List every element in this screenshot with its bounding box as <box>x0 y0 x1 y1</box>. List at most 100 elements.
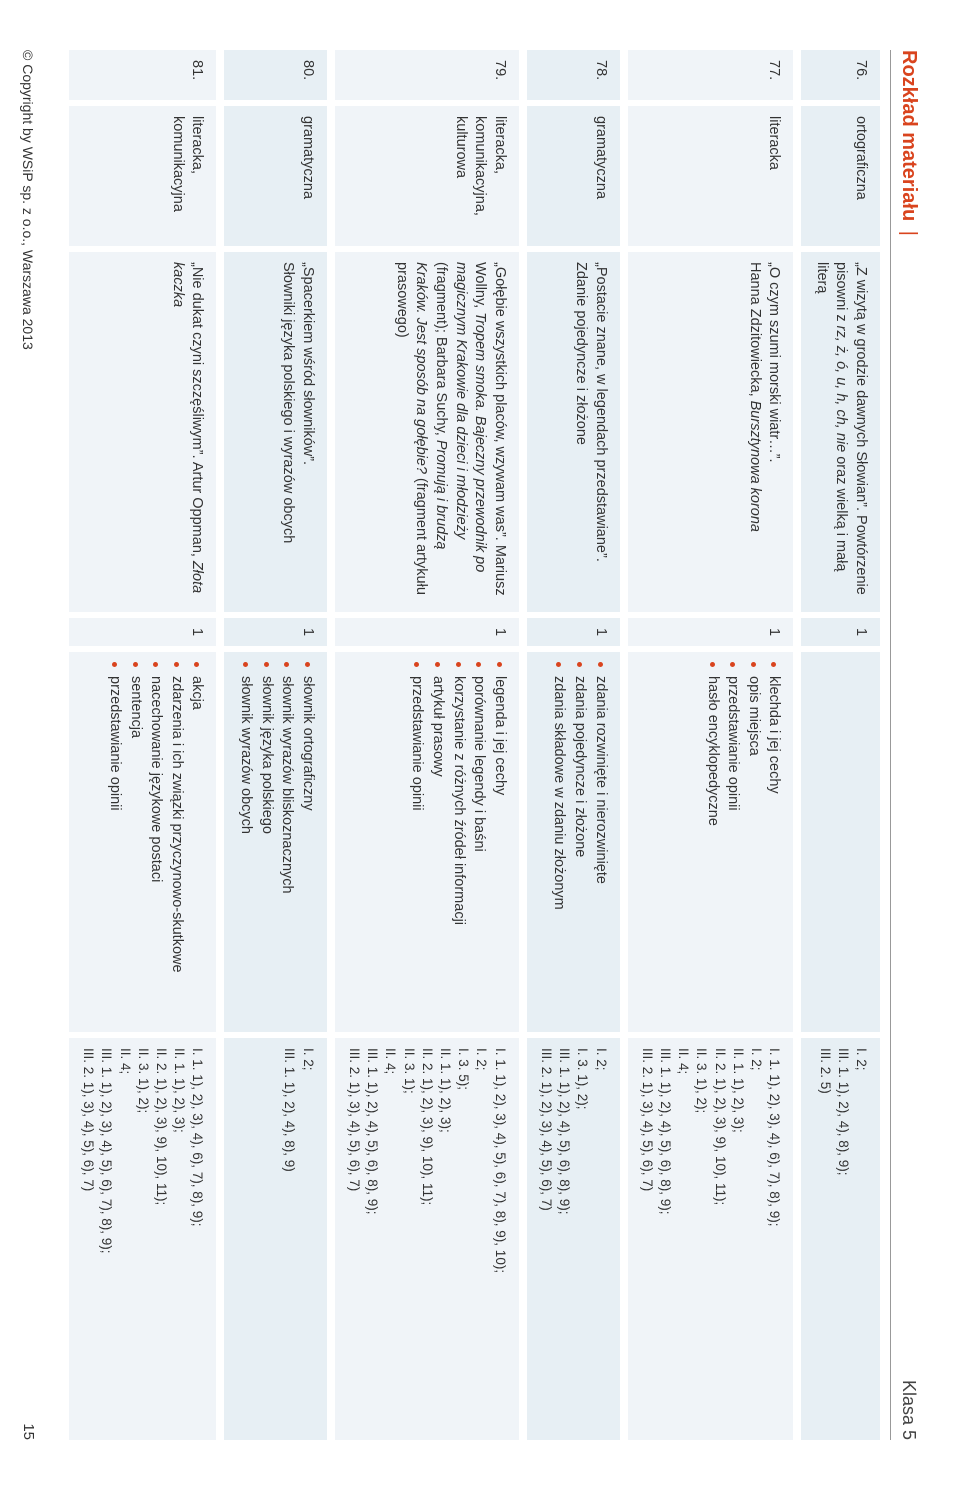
table-row: 80. gramatyczna„Spacerkiem wśród słownikó… <box>224 50 326 1440</box>
row-refs: I. 2;III. 1. 1), 2), 4), 8), 9);III. 2. … <box>801 1038 880 1440</box>
page-header: Rozkład materiału | Klasa 5 <box>890 50 920 1440</box>
row-number: 81. <box>69 50 217 100</box>
row-number: 78. <box>527 50 620 100</box>
header-title: Rozkład materiału | <box>897 50 920 240</box>
row-number: 80. <box>224 50 326 100</box>
copyright-text: © Copyright by WSiP sp. z o.o., Warszawa… <box>21 50 37 350</box>
ref-line: I. 2; <box>747 1048 765 1430</box>
row-type: literacka, komunikacyjna <box>69 106 217 246</box>
bullet-item: zdania rozwinięte i nierozwinięte <box>590 662 610 1022</box>
row-bullets: słownik ortograficznysłownik wyrazów bli… <box>224 652 326 1032</box>
bullet-item: słownik ortograficzny <box>297 662 317 1022</box>
ref-line: II. 1. 1), 2), 3); <box>170 1048 188 1430</box>
row-topic: „Postacie znane, w legendach przedstawia… <box>527 252 620 612</box>
ref-line: I. 1. 1), 2), 3), 4), 6), 7), 8), 9); <box>765 1048 783 1430</box>
ref-line: I. 3. 5); <box>454 1048 472 1430</box>
ref-line: II. 4; <box>674 1048 692 1430</box>
table-row: 77.literacka„O czym szumi morski wiatr…”… <box>628 50 794 1440</box>
ref-line: II. 4; <box>381 1048 399 1430</box>
ref-line: I. 2; <box>299 1048 317 1430</box>
row-refs: I. 1. 1), 2), 3), 4), 6), 7), 8), 9);II.… <box>69 1038 217 1440</box>
ref-line: III. 2. 1), 2), 3), 4), 5), 6), 7) <box>537 1048 555 1430</box>
table-row: 81. literacka, komunikacyjna„Nie dukat cz… <box>69 50 217 1440</box>
ref-line: II. 1. 1), 2), 3); <box>729 1048 747 1430</box>
row-type: ortograficzna <box>801 106 880 246</box>
page-content: Rozkład materiału | Klasa 5 76. ortografi… <box>0 0 960 1490</box>
table-row: 76. ortograficzna„Z wizytą w grodzie dawn… <box>801 50 880 1440</box>
row-bullets: klechda i jej cechyopis miejscaprzedstaw… <box>628 652 794 1032</box>
row-number: 77. <box>628 50 794 100</box>
bullet-item: przedstawianie opinii <box>407 662 427 1022</box>
bullet-item: porównanie legendy i baśni <box>469 662 489 1022</box>
bullet-item: hasło encyklopedyczne <box>702 662 722 1022</box>
row-number: 76. <box>801 50 880 100</box>
header-class: Klasa 5 <box>898 1380 919 1440</box>
row-hours: 1 <box>527 618 620 646</box>
row-bullets: legenda i jej cechyporównanie legendy i … <box>335 652 519 1032</box>
ref-line: I. 3. 1), 2); <box>573 1048 591 1430</box>
ref-line: II. 2. 1), 2), 3), 9), 10), 11); <box>710 1048 728 1430</box>
ref-line: III. 1. 1), 2), 3), 4), 5), 6), 7), 8), … <box>97 1048 115 1430</box>
row-type: gramatyczna <box>527 106 620 246</box>
bullet-item: korzystanie z różnych źródeł informacji <box>448 662 468 1022</box>
bullet-item: słownik wyrazów bliskoznacznych <box>277 662 297 1022</box>
bullet-item: nacechowanie językowe postaci <box>146 662 166 1022</box>
table-row: 78. gramatyczna„Postacie znane, w legenda… <box>527 50 620 1440</box>
row-refs: I. 2;I. 3. 1), 2);III. 1. 1), 2), 4), 5)… <box>527 1038 620 1440</box>
ref-line: II. 2. 1), 2), 3), 9), 10), 11); <box>152 1048 170 1430</box>
table-body: 76. ortograficzna„Z wizytą w grodzie dawn… <box>55 50 880 1440</box>
bullet-item: słownik języka polskiego <box>256 662 276 1022</box>
bullet-item: zdania pojedyncze i złożone <box>569 662 589 1022</box>
row-type: literacka, komunikacyjna, kulturowa <box>335 106 519 246</box>
row-hours: 1 <box>224 618 326 646</box>
ref-line: II. 3. 1), 2); <box>692 1048 710 1430</box>
ref-line: I. 2; <box>591 1048 609 1430</box>
bullet-item: opis miejsca <box>743 662 763 1022</box>
bullet-item: przedstawianie opinii <box>105 662 125 1022</box>
row-hours: 1 <box>69 618 217 646</box>
row-type: gramatyczna <box>224 106 326 246</box>
ref-line: III. 2. 1), 3), 4), 5), 6), 7) <box>79 1048 97 1430</box>
header-title-text: Rozkład materiału <box>898 50 920 221</box>
ref-line: II. 3. 1); <box>399 1048 417 1430</box>
bullet-item: legenda i jej cechy <box>489 662 509 1022</box>
row-refs: I. 1. 1), 2), 3), 4), 6), 7), 8), 9);I. … <box>628 1038 794 1440</box>
ref-line: I. 2; <box>472 1048 490 1430</box>
page-footer: © Copyright by WSiP sp. z o.o., Warszawa… <box>20 50 55 1440</box>
bullet-item: klechda i jej cechy <box>764 662 784 1022</box>
bullet-item: artykuł prasowy <box>427 662 447 1022</box>
ref-line: III. 1. 1), 2), 4), 5), 6), 8), 9); <box>656 1048 674 1430</box>
row-topic: „Nie dukat czyni szczęśliwym”. Artur Opp… <box>69 252 217 612</box>
bullet-item: słownik wyrazów obcych <box>235 662 255 1022</box>
row-refs: I. 1. 1), 2), 3), 4), 5), 6), 7), 8), 9)… <box>335 1038 519 1440</box>
bullet-item: zdania składowe w zdaniu złożonym <box>549 662 569 1022</box>
ref-line: III. 1. 1), 2), 4), 5), 6), 8), 9); <box>555 1048 573 1430</box>
row-bullets: zdania rozwinięte i nierozwiniętezdania … <box>527 652 620 1032</box>
ref-line: I. 1. 1), 2), 3), 4), 5), 6), 7), 8), 9)… <box>490 1048 508 1430</box>
row-hours: 1 <box>628 618 794 646</box>
ref-line: III. 1. 1), 2), 4), 8), 9); <box>834 1048 852 1430</box>
row-hours: 1 <box>801 618 880 646</box>
bullet-item: akcja <box>187 662 207 1022</box>
ref-line: II. 3. 1), 2); <box>134 1048 152 1430</box>
row-topic: „Spacerkiem wśród słowników”.Słowniki ję… <box>224 252 326 612</box>
page-number: 15 <box>20 1423 37 1440</box>
row-type: literacka <box>628 106 794 246</box>
bullet-item: sentencja <box>125 662 145 1022</box>
ref-line: II. 2. 1), 2), 3), 9), 10), 11); <box>418 1048 436 1430</box>
ref-line: III. 1. 1), 2), 4), 5), 6), 8), 9); <box>363 1048 381 1430</box>
ref-line: III. 2. 5) <box>815 1048 833 1430</box>
bullet-item: przedstawianie opinii <box>723 662 743 1022</box>
ref-line: I. 2; <box>852 1048 870 1430</box>
table-row: 79.literacka, komunikacyjna, kulturowa„G… <box>335 50 519 1440</box>
row-number: 79. <box>335 50 519 100</box>
row-bullets: akcjazdarzenia i ich związki przyczynowo… <box>69 652 217 1032</box>
row-refs: I. 2;III. 1. 1), 2), 4), 8), 9) <box>224 1038 326 1440</box>
ref-line: I. 1. 1), 2), 3), 4), 6), 7), 8), 9); <box>188 1048 206 1430</box>
ref-line: III. 2. 1), 3), 4), 5), 6), 7) <box>638 1048 656 1430</box>
row-topic: „Z wizytą w grodzie dawnych Słowian”. Po… <box>801 252 880 612</box>
ref-line: II. 1. 1), 2), 3); <box>436 1048 454 1430</box>
header-divider: | <box>898 231 920 236</box>
ref-line: II. 4; <box>115 1048 133 1430</box>
row-bullets <box>801 652 880 1032</box>
